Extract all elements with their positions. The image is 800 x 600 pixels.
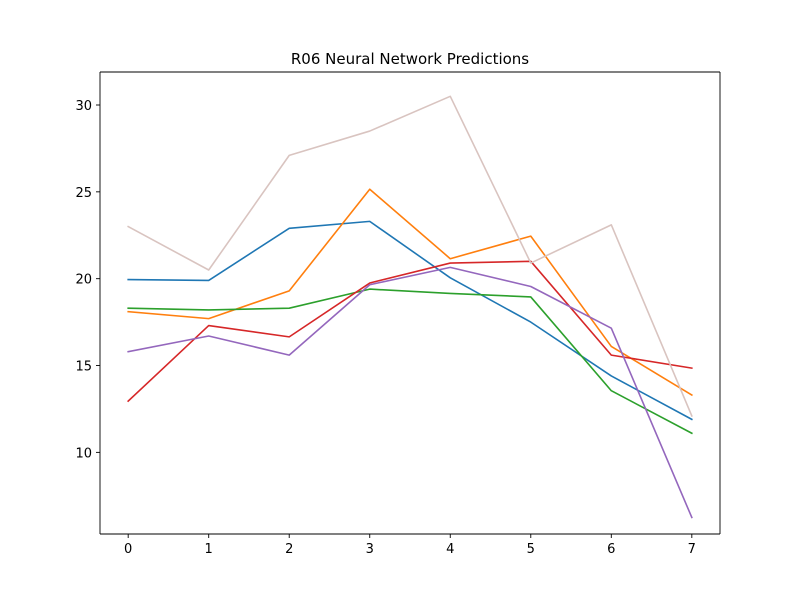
series-line-5 — [127, 266, 693, 519]
series-line-4 — [127, 260, 693, 403]
plot-area — [100, 72, 720, 534]
x-tick-label: 3 — [366, 542, 374, 557]
series-line-1 — [127, 220, 693, 421]
y-tick-label: 15 — [75, 360, 92, 375]
series-line-6 — [127, 95, 693, 417]
x-tick-label: 0 — [124, 542, 132, 557]
x-tick-label: 4 — [446, 542, 454, 557]
y-tick-label: 30 — [75, 99, 92, 114]
y-tick-label: 20 — [75, 273, 92, 288]
x-tick-label: 6 — [607, 542, 615, 557]
y-tick-label: 25 — [75, 186, 92, 201]
y-tick-label: 10 — [75, 446, 92, 461]
series-line-2 — [127, 188, 693, 397]
x-tick-label: 1 — [205, 542, 213, 557]
chart-title: R06 Neural Network Predictions — [291, 50, 529, 68]
x-tick-label: 7 — [688, 542, 696, 557]
x-tick-label: 2 — [285, 542, 293, 557]
series-line-3 — [127, 288, 693, 435]
x-tick-label: 5 — [527, 542, 535, 557]
series-layer — [127, 95, 693, 519]
axes-layer: 0 1 2 3 4 5 6 7 10 15 20 25 30 — [75, 71, 721, 557]
